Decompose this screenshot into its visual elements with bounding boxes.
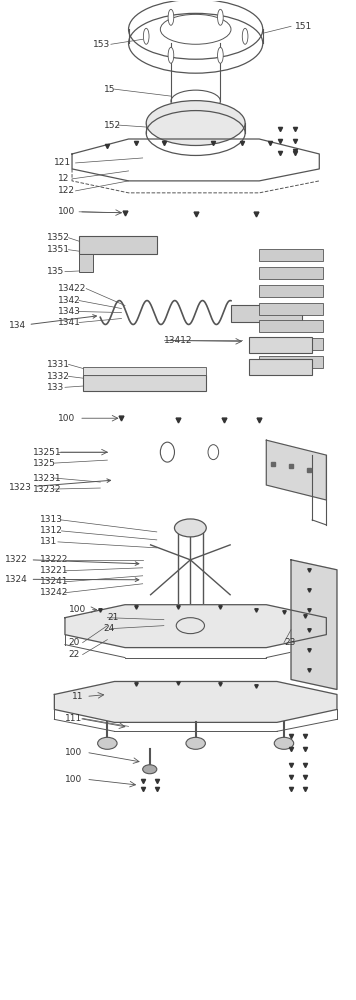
Bar (259, 356, 323, 368)
Text: 12: 12 (58, 174, 69, 183)
Text: 100: 100 (65, 775, 82, 784)
Text: 100: 100 (68, 605, 86, 614)
Text: 131: 131 (40, 537, 57, 546)
Circle shape (168, 9, 174, 25)
Bar (83, 367, 206, 375)
Text: 1323: 1323 (9, 479, 111, 492)
Bar (259, 285, 323, 297)
Bar (259, 320, 323, 332)
Text: 1332: 1332 (47, 372, 70, 381)
Text: 1312: 1312 (40, 526, 63, 535)
Text: 122: 122 (58, 186, 75, 195)
Text: 100: 100 (58, 414, 75, 423)
Bar (248, 337, 312, 353)
Text: 153: 153 (93, 40, 110, 49)
Ellipse shape (174, 519, 206, 537)
Text: 1351: 1351 (47, 245, 70, 254)
Circle shape (168, 47, 174, 63)
Text: 111: 111 (65, 714, 82, 723)
Polygon shape (291, 560, 337, 689)
Text: 1313: 1313 (40, 515, 63, 524)
Ellipse shape (274, 737, 294, 749)
Ellipse shape (98, 737, 117, 749)
Ellipse shape (143, 765, 157, 774)
Circle shape (218, 47, 223, 63)
Text: 152: 152 (104, 121, 121, 130)
Bar (259, 249, 323, 261)
Circle shape (143, 28, 149, 44)
Text: 134: 134 (9, 315, 96, 330)
Text: 13241: 13241 (40, 577, 69, 586)
Text: 13242: 13242 (40, 588, 69, 597)
Bar (248, 359, 312, 375)
Polygon shape (266, 440, 326, 500)
Bar (231, 305, 302, 322)
Text: 1331: 1331 (47, 360, 70, 369)
Text: 13251: 13251 (33, 448, 62, 457)
Text: 1324: 1324 (5, 575, 139, 584)
Ellipse shape (146, 101, 245, 145)
Bar (259, 338, 323, 350)
Text: 1341: 1341 (58, 318, 81, 327)
Text: 22: 22 (68, 650, 80, 659)
Text: 100: 100 (58, 207, 75, 216)
Circle shape (218, 9, 223, 25)
Text: 15: 15 (104, 85, 115, 94)
Text: 11: 11 (72, 692, 84, 701)
Bar (259, 267, 323, 279)
Bar (79, 236, 157, 254)
Text: 1352: 1352 (47, 233, 70, 242)
Text: 21: 21 (108, 613, 119, 622)
Text: 23: 23 (284, 638, 295, 647)
Text: 1342: 1342 (58, 296, 81, 305)
Text: 151: 151 (294, 22, 312, 31)
Text: 13232: 13232 (33, 485, 62, 494)
Text: 20: 20 (68, 638, 80, 647)
Text: 13222: 13222 (40, 555, 69, 564)
Text: 121: 121 (54, 158, 72, 167)
Text: 100: 100 (65, 748, 82, 757)
Text: 13221: 13221 (40, 566, 69, 575)
Text: 1325: 1325 (33, 459, 56, 468)
Bar (83, 375, 206, 391)
Text: 135: 135 (47, 267, 64, 276)
Text: 13422: 13422 (58, 284, 86, 293)
Ellipse shape (186, 737, 205, 749)
Polygon shape (65, 605, 326, 648)
Text: 133: 133 (47, 383, 64, 392)
Bar (259, 303, 323, 315)
Polygon shape (54, 681, 337, 722)
Text: 1322: 1322 (5, 555, 139, 565)
Text: 1343: 1343 (58, 307, 81, 316)
Text: 13231: 13231 (33, 474, 62, 483)
Text: 13412: 13412 (164, 336, 192, 345)
Circle shape (242, 28, 248, 44)
Text: 24: 24 (104, 624, 115, 633)
Bar (79, 254, 93, 272)
